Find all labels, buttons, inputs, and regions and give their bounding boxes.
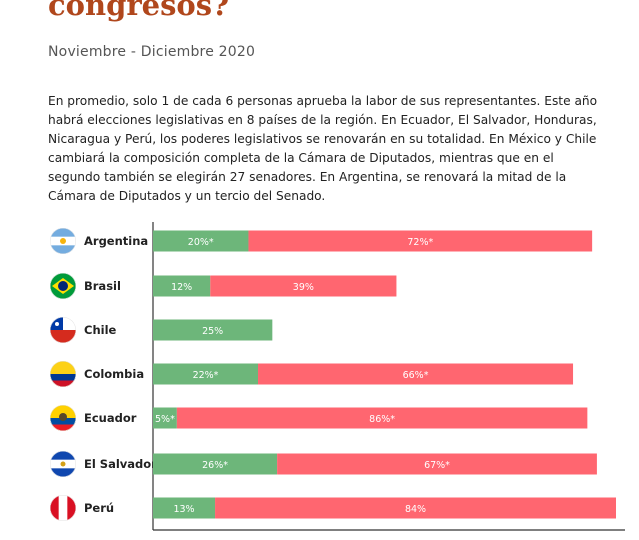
intro-paragraph: En promedio, solo 1 de cada 6 personas a… — [48, 94, 598, 203]
flag-part — [50, 468, 76, 477]
data-label: 5%* — [155, 414, 175, 425]
flag-part — [60, 238, 66, 244]
flag-brasil-icon — [50, 273, 76, 299]
category-label: Argentina — [84, 234, 148, 248]
flag-peru-icon — [50, 495, 76, 521]
data-label: 12% — [171, 282, 192, 293]
flag-part — [50, 380, 76, 387]
flag-part — [67, 495, 76, 521]
page-title: congresos? — [48, 0, 230, 22]
bar-disapprove — [248, 230, 593, 252]
bar-approve — [153, 363, 259, 385]
flag-chile-icon — [50, 317, 76, 343]
flag-ecuador-icon — [50, 405, 76, 431]
flag-part — [50, 424, 76, 431]
bar-disapprove — [215, 497, 616, 519]
data-label: 67%* — [424, 460, 450, 471]
bar-approve — [153, 230, 249, 252]
data-label: 26%* — [202, 460, 228, 471]
category-label: Colombia — [84, 367, 144, 381]
flag-argentina-icon — [50, 228, 76, 254]
category-label: Ecuador — [84, 411, 137, 425]
data-label: 22%* — [193, 370, 219, 381]
flag-part — [55, 322, 59, 326]
data-label: 66%* — [403, 370, 429, 381]
bar-approve — [153, 453, 278, 475]
bar-disapprove — [258, 363, 574, 385]
data-label: 13% — [173, 504, 194, 515]
category-label: Chile — [84, 323, 117, 337]
flag-part — [50, 418, 76, 425]
flag-part — [58, 281, 68, 291]
data-label: 84% — [405, 504, 426, 515]
flag-colombia-icon — [50, 361, 76, 387]
data-label: 72%* — [407, 237, 433, 248]
bar-approve — [153, 407, 177, 429]
flag-part — [50, 245, 76, 254]
data-label: 25% — [202, 326, 223, 337]
flag-part — [60, 461, 66, 467]
bar-approve — [153, 319, 273, 341]
flag-part — [59, 413, 67, 421]
flag-elsalvador-icon — [50, 451, 76, 477]
category-label: Brasil — [84, 279, 121, 293]
flag-part — [50, 374, 76, 381]
category-label: El Salvador — [84, 457, 157, 471]
bar-approve — [153, 497, 216, 519]
bar-disapprove — [277, 453, 597, 475]
bar-approve — [153, 275, 211, 297]
flag-part — [50, 228, 76, 237]
bar-disapprove — [210, 275, 397, 297]
category-label: Perú — [84, 501, 114, 515]
page-subtitle: Noviembre - Diciembre 2020 — [48, 44, 256, 60]
flag-part — [50, 495, 59, 521]
data-label: 39% — [293, 282, 314, 293]
bar-disapprove — [176, 407, 588, 429]
data-label: 20%* — [188, 237, 214, 248]
flag-part — [50, 330, 76, 343]
data-label: 86%* — [369, 414, 395, 425]
flag-part — [50, 451, 76, 460]
